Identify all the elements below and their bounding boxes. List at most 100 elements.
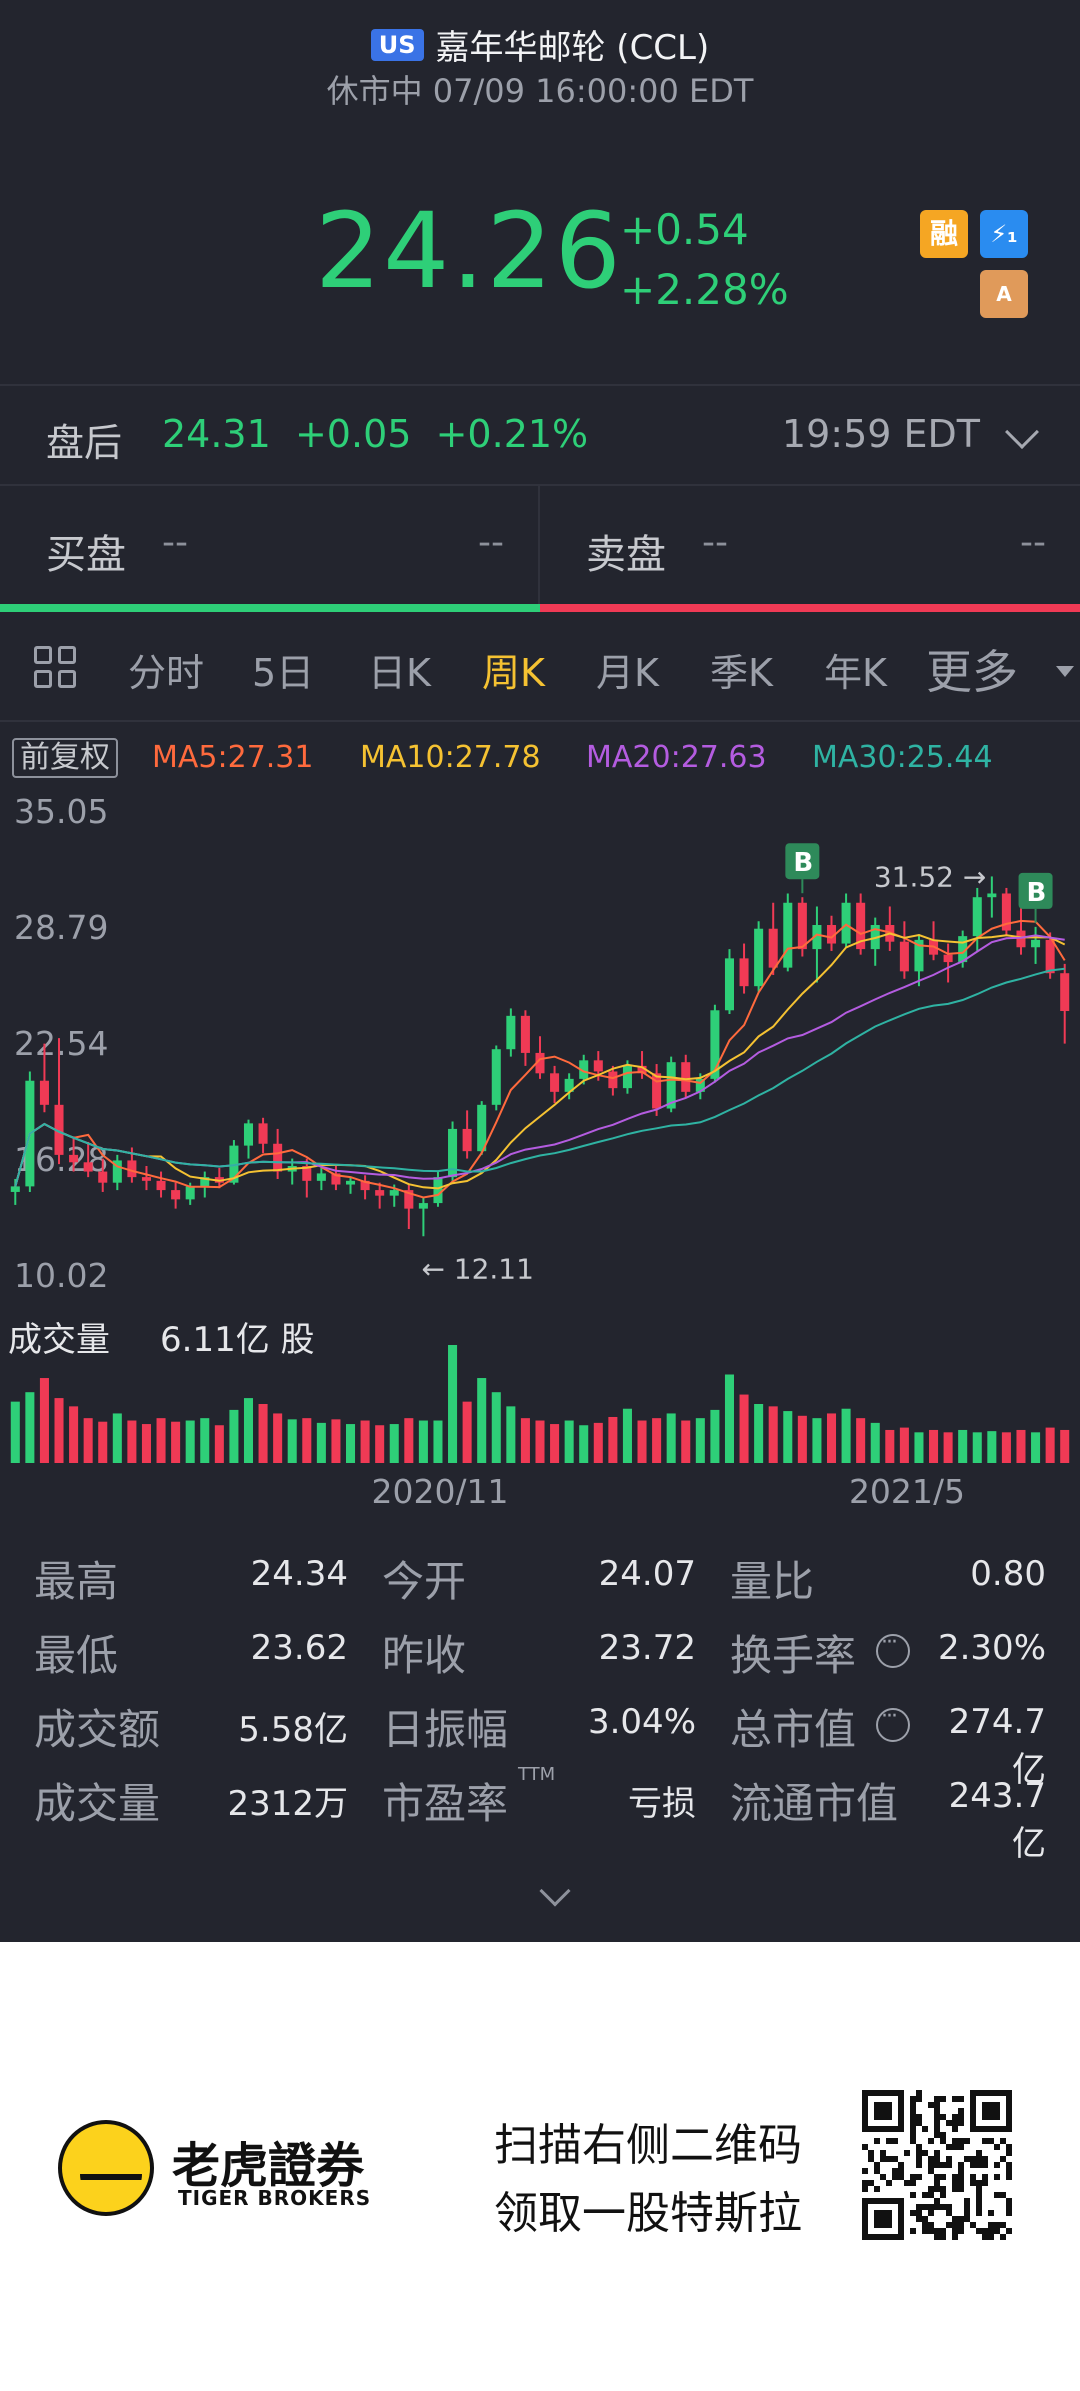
candle-body [550, 1073, 560, 1092]
chevron-down-icon[interactable] [1005, 415, 1039, 449]
volume-bar [885, 1429, 895, 1463]
lightning-tag-icon[interactable]: ⚡₁ [980, 210, 1028, 258]
volume-bar [754, 1404, 764, 1463]
volume-bar [214, 1425, 224, 1463]
stat-value: 243.7亿 [948, 1776, 1046, 1864]
candle-body [316, 1173, 326, 1181]
margin-tag-icon[interactable]: 融 [920, 210, 968, 258]
y-tick-label: 22.54 [14, 1024, 108, 1063]
stack-tag-icon[interactable]: A [980, 270, 1028, 318]
after-hours-row[interactable]: 盘后 24.31 +0.05 +0.21% 19:59 EDT [0, 388, 1080, 484]
volume-bar [783, 1411, 793, 1463]
bid-size: -- [478, 522, 504, 563]
info-icon[interactable] [876, 1704, 910, 1742]
volume-bar [972, 1432, 982, 1463]
brand-name-cn: 老虎證券 [172, 2138, 365, 2194]
volume-bar [535, 1420, 545, 1463]
volume-bar [564, 1420, 574, 1463]
volume-bar [1016, 1429, 1026, 1463]
ma30-line [14, 967, 1065, 1187]
volume-bar [1031, 1432, 1041, 1463]
tab-yearly[interactable]: 年K [824, 651, 887, 695]
tab-quarterly[interactable]: 季K [710, 651, 773, 695]
tab-intraday[interactable]: 分时 [128, 651, 205, 695]
volume-bar [695, 1418, 705, 1463]
candle-body [229, 1145, 239, 1183]
volume-bar [856, 1418, 866, 1463]
candle-body [797, 902, 807, 950]
stat-value: 3.04% [587, 1702, 696, 1742]
stat-label: 最低 [34, 1631, 119, 1680]
candle-body [856, 902, 866, 950]
volume-bar [681, 1420, 691, 1463]
volume-bar [83, 1418, 93, 1463]
candle-body [943, 954, 953, 963]
candle-body [783, 902, 793, 968]
candle-body [404, 1190, 414, 1209]
candle-body [10, 1186, 20, 1192]
ma5-line [14, 919, 1066, 1199]
candle-body [258, 1123, 268, 1144]
qr-code-icon[interactable] [862, 2090, 1012, 2240]
tab-5day[interactable]: 5日 [252, 651, 315, 695]
candle-body [302, 1165, 312, 1181]
last-price: 24.26 [315, 190, 623, 312]
after-hours-price: 24.31 [162, 412, 271, 456]
change-value: +0.54 [620, 205, 749, 254]
ma10-line [14, 932, 1066, 1190]
stat-label: 总市值 [730, 1705, 857, 1754]
order-book: 买盘 -- -- 卖盘 -- -- [0, 486, 1080, 606]
volume-bar [797, 1415, 807, 1463]
divider [0, 384, 1080, 386]
candle-body [1001, 893, 1011, 931]
tab-daily[interactable]: 日K [368, 651, 431, 695]
stat-value: 23.72 [598, 1628, 696, 1668]
tab-more[interactable]: 更多 [926, 645, 1018, 699]
volume-bar [622, 1408, 632, 1463]
candle-body [171, 1190, 181, 1200]
signal-b-marker [785, 843, 820, 880]
candle-body [637, 1065, 647, 1074]
volume-bar [841, 1408, 851, 1463]
volume-bar [156, 1418, 166, 1463]
market-status: 休市中 07/09 16:00:00 EDT [326, 72, 754, 110]
stat-label: 市盈率 [382, 1779, 509, 1828]
ma10-value: MA10:27.78 [360, 740, 541, 775]
market-badge: US [370, 28, 424, 61]
volume-bar [724, 1374, 734, 1463]
stat-value: 2312万 [227, 1784, 348, 1824]
candle-body [346, 1180, 356, 1185]
tab-monthly[interactable]: 月K [596, 651, 659, 695]
volume-bar [914, 1432, 924, 1463]
candle-body [1060, 973, 1070, 1012]
candle-body [564, 1078, 574, 1092]
candle-body [579, 1060, 589, 1079]
ask-strength-bar [540, 604, 1080, 612]
volume-bar [710, 1409, 720, 1463]
stock-name[interactable]: 嘉年华邮轮 (CCL) [435, 28, 710, 68]
stat-value: 5.58亿 [238, 1710, 348, 1750]
volume-bar [229, 1409, 239, 1463]
adjust-badge[interactable]: 前复权 [12, 738, 118, 778]
promo-line-2: 领取一股特斯拉 [494, 2188, 802, 2239]
candle-body [185, 1186, 195, 1200]
volume-bar [1001, 1432, 1011, 1463]
stat-label: 成交量 [34, 1779, 161, 1828]
y-tick-label: 28.79 [14, 908, 108, 947]
stat-value: 24.07 [598, 1554, 696, 1594]
candle-body [914, 939, 924, 972]
price-change: +0.54 +2.28% [620, 200, 789, 320]
volume-bar [200, 1418, 210, 1463]
info-icon[interactable] [876, 1630, 910, 1668]
candle-body [608, 1071, 618, 1089]
promo-footer: 老虎證券 TIGER BROKERS 扫描右侧二维码 领取一股特斯拉 [0, 1942, 1080, 2391]
candle-body [768, 928, 778, 968]
candle-body [98, 1171, 108, 1183]
caret-down-icon[interactable] [1056, 666, 1074, 677]
candle-body [69, 1154, 79, 1163]
candle-body [724, 958, 734, 1011]
tab-weekly[interactable]: 周K [482, 651, 545, 695]
grid-layout-icon[interactable] [34, 646, 78, 690]
volume-bar [302, 1418, 312, 1463]
